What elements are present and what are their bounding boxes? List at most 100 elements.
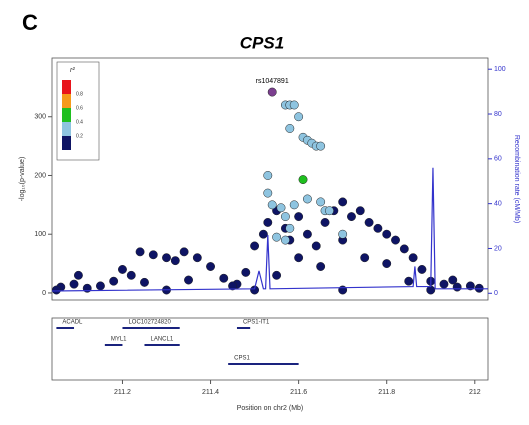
gene-name: CPS1-IT1 bbox=[243, 320, 270, 326]
x-tick-label: 212 bbox=[469, 389, 481, 396]
gene-name: CPS1 bbox=[234, 356, 250, 362]
snp-point bbox=[263, 218, 273, 227]
panel-label: C bbox=[22, 10, 38, 35]
snp-point bbox=[263, 188, 273, 198]
legend-title: r² bbox=[70, 67, 75, 74]
legend-swatch bbox=[62, 108, 71, 122]
gene-track-frame bbox=[51, 317, 489, 381]
snp-point bbox=[294, 112, 304, 122]
snp-point bbox=[51, 285, 61, 295]
snp-point bbox=[320, 218, 330, 227]
snp-point bbox=[298, 175, 308, 185]
snp-point bbox=[250, 285, 260, 295]
snp-point bbox=[338, 197, 348, 207]
gene-name: ACADL bbox=[62, 320, 83, 326]
snp-point bbox=[391, 235, 400, 245]
y2-tick-label: 20 bbox=[494, 245, 502, 252]
snp-point bbox=[206, 262, 215, 271]
y2-tick-label: 60 bbox=[494, 156, 502, 163]
snp-point bbox=[417, 265, 427, 274]
snp-point bbox=[267, 200, 277, 210]
legend-swatch bbox=[62, 122, 71, 136]
snp-point bbox=[408, 253, 418, 263]
snp-point bbox=[272, 232, 282, 242]
snp-point bbox=[294, 212, 304, 222]
gene-name: MYL1 bbox=[111, 337, 127, 343]
legend-label: 0.6 bbox=[76, 105, 83, 111]
snp-point bbox=[285, 223, 295, 233]
snp-point bbox=[448, 275, 458, 285]
snp-point bbox=[360, 253, 370, 263]
recombination-line bbox=[51, 167, 488, 292]
snp-point bbox=[280, 235, 290, 245]
snp-point bbox=[302, 229, 312, 239]
y2-tick-label: 0 bbox=[494, 290, 498, 297]
snp-point bbox=[258, 229, 268, 239]
snp-point bbox=[382, 259, 392, 269]
snp-point bbox=[302, 194, 312, 204]
snp-point bbox=[73, 270, 83, 280]
snp-point bbox=[184, 275, 193, 285]
snp-point bbox=[465, 281, 475, 291]
gene-name: LOC102724820 bbox=[128, 320, 171, 326]
y-tick-label: 0 bbox=[42, 290, 46, 297]
snp-point bbox=[285, 124, 295, 133]
snp-point bbox=[364, 218, 374, 227]
gene-name: LANCL1 bbox=[150, 337, 173, 343]
snp-point bbox=[118, 265, 127, 274]
snp-point bbox=[179, 247, 189, 257]
snp-point bbox=[294, 253, 304, 263]
snp-point bbox=[219, 273, 229, 283]
snp-point bbox=[148, 250, 158, 260]
snp-point bbox=[404, 276, 414, 286]
y-tick-label: 200 bbox=[34, 172, 46, 179]
snp-point bbox=[316, 262, 326, 271]
snp-point bbox=[439, 279, 449, 289]
snp-point bbox=[126, 270, 136, 280]
snp-point bbox=[272, 270, 282, 280]
snp-point bbox=[316, 141, 326, 151]
x-tick-label: 211.4 bbox=[202, 389, 219, 396]
snp-point bbox=[109, 276, 119, 286]
x-tick-label: 211.8 bbox=[378, 389, 395, 396]
legend-swatch bbox=[62, 136, 71, 150]
snp-point bbox=[280, 212, 290, 222]
x-tick-label: 211.6 bbox=[290, 389, 307, 396]
x-axis-label: Position on chr2 (Mb) bbox=[237, 405, 304, 412]
snp-point bbox=[95, 281, 105, 291]
y2-tick-label: 100 bbox=[494, 66, 506, 73]
snp-point bbox=[135, 247, 145, 257]
snp-point bbox=[170, 256, 180, 266]
snp-point bbox=[347, 212, 356, 222]
snp-point bbox=[192, 253, 202, 263]
y-axis-label: -log₁₀(p-value) bbox=[19, 157, 26, 202]
snp-point bbox=[276, 203, 286, 213]
chart-title: CPS1 bbox=[240, 33, 284, 52]
snp-point bbox=[311, 241, 321, 251]
legend-label: 0.2 bbox=[76, 133, 83, 139]
snp-point bbox=[338, 229, 348, 239]
x-tick-label: 211.2 bbox=[114, 389, 131, 396]
snp-point bbox=[250, 241, 260, 251]
snp-point bbox=[140, 277, 149, 287]
snp-point bbox=[289, 200, 299, 210]
snp-point bbox=[316, 197, 326, 207]
snp-point bbox=[263, 171, 273, 180]
snp-point bbox=[382, 229, 392, 239]
legend-swatch bbox=[62, 80, 71, 94]
y2-axis-label: Recombination rate (cM/Mb) bbox=[513, 135, 520, 223]
snp-point bbox=[289, 100, 299, 110]
snp-point bbox=[399, 244, 409, 254]
snp-point bbox=[228, 281, 238, 291]
legend-label: 0.8 bbox=[76, 91, 83, 97]
snp-point bbox=[241, 267, 251, 277]
snp-point bbox=[69, 279, 79, 289]
snp-point bbox=[355, 206, 365, 216]
y-tick-label: 100 bbox=[34, 231, 46, 238]
y-tick-label: 300 bbox=[34, 114, 46, 121]
legend-label: 0.4 bbox=[76, 119, 83, 125]
snp-point bbox=[373, 223, 383, 233]
legend-swatch bbox=[62, 94, 71, 108]
snp-annotation: rs1047891 bbox=[256, 78, 289, 85]
